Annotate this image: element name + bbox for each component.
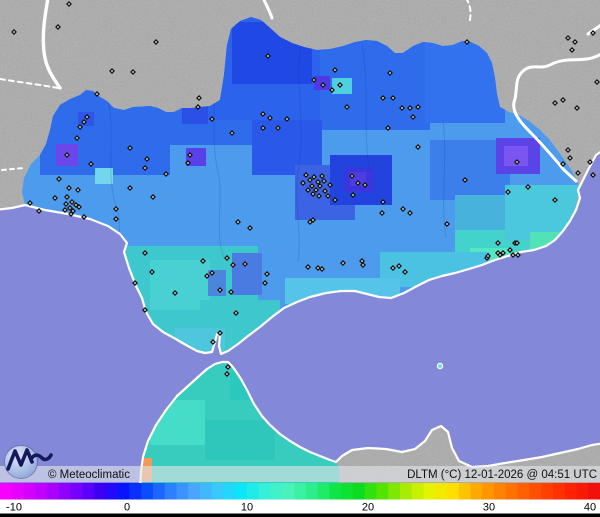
colorbar-tick-label: 10 <box>241 502 253 514</box>
border-corner-ne <box>586 23 600 36</box>
colorbar-tick-label: 40 <box>584 502 596 514</box>
meteoclimatic-logo <box>4 445 53 479</box>
caption-text: DLTM (°C) 12-01-2026 @ 04:51 UTC <box>407 469 597 481</box>
alboran-island <box>436 362 444 370</box>
sea <box>0 151 600 483</box>
logo-wave-icon <box>6 448 53 471</box>
footer-strip <box>0 466 600 482</box>
portugal-border <box>41 0 62 90</box>
border-dashed-northeast <box>465 0 472 25</box>
colorbar-tick-label: -10 <box>6 502 22 514</box>
bottom-black-bar <box>0 513 600 517</box>
border-dashed-algarve <box>1 167 25 171</box>
colorbar-tick-label: 0 <box>124 502 130 514</box>
border-top-middle <box>262 0 274 20</box>
colorbar-tick-label: 30 <box>483 502 495 514</box>
attribution-text: © Meteoclimatic <box>48 469 130 481</box>
murcia-border <box>512 52 600 183</box>
border-dashed-west <box>0 78 59 89</box>
temperature-colorbar <box>0 483 600 500</box>
colorbar-label-band <box>0 499 600 514</box>
colorbar-tick-label: 20 <box>362 502 374 514</box>
admin-borders <box>0 0 600 183</box>
colorbar-ticks: -10 0 10 20 30 40 <box>6 502 596 514</box>
